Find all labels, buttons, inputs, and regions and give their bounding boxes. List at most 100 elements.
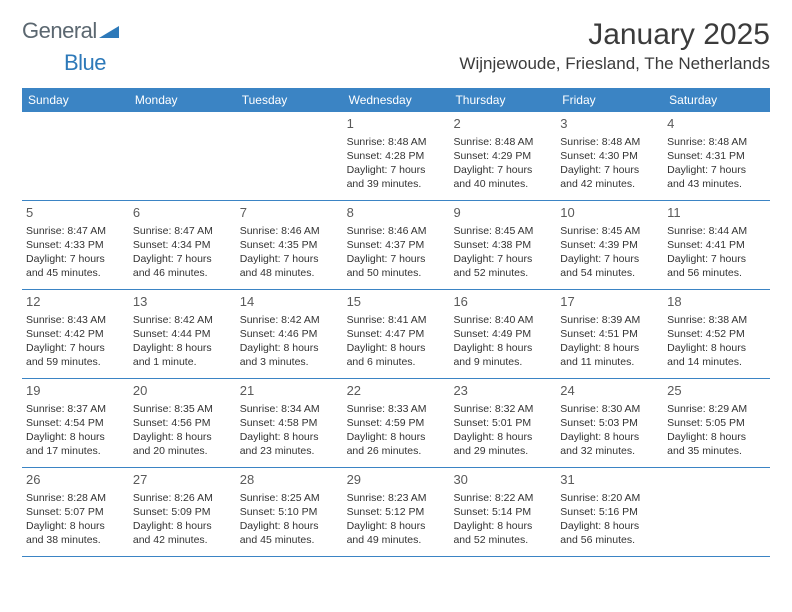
daylight-line: Daylight: 8 hours and 26 minutes. xyxy=(347,430,446,458)
calendar-cell: 28 Sunrise: 8:25 AMSunset: 5:10 PMDayligh… xyxy=(236,468,343,556)
day-number: 28 xyxy=(240,471,339,489)
daylight-line: Daylight: 8 hours and 49 minutes. xyxy=(347,519,446,547)
calendar-cell: 19Sunrise: 8:37 AMSunset: 4:54 PMDayligh… xyxy=(22,379,129,467)
sunset-line: Sunset: 4:29 PM xyxy=(453,149,552,163)
sunrise-line: Sunrise: 8:44 AM xyxy=(667,224,766,238)
calendar-cell: 20Sunrise: 8:35 AMSunset: 4:56 PMDayligh… xyxy=(129,379,236,467)
calendar-cell: 23Sunrise: 8:32 AMSunset: 5:01 PMDayligh… xyxy=(449,379,556,467)
brand-logo: General Blue xyxy=(22,18,119,76)
sunrise-line: Sunrise: 8:22 AM xyxy=(453,491,552,505)
day-number: 1 xyxy=(347,115,446,133)
day-number: 3 xyxy=(560,115,659,133)
day-number: 4 xyxy=(667,115,766,133)
day-number: 16 xyxy=(453,293,552,311)
sunset-line: Sunset: 4:42 PM xyxy=(26,327,125,341)
sunrise-line: Sunrise: 8:23 AM xyxy=(347,491,446,505)
sunrise-line: Sunrise: 8:45 AM xyxy=(560,224,659,238)
sunrise-line: Sunrise: 8:48 AM xyxy=(347,135,446,149)
day-number: 23 xyxy=(453,382,552,400)
calendar-row: 26Sunrise: 8:28 AMSunset: 5:07 PMDayligh… xyxy=(22,468,770,557)
daylight-line: Daylight: 7 hours and 42 minutes. xyxy=(560,163,659,191)
day-number: 9 xyxy=(453,204,552,222)
day-number: 26 xyxy=(26,471,125,489)
day-number: 19 xyxy=(26,382,125,400)
calendar-cell: 26Sunrise: 8:28 AMSunset: 5:07 PMDayligh… xyxy=(22,468,129,556)
sunrise-line: Sunrise: 8:32 AM xyxy=(453,402,552,416)
day-number: 2 xyxy=(453,115,552,133)
calendar-cell: 17Sunrise: 8:39 AMSunset: 4:51 PMDayligh… xyxy=(556,290,663,378)
calendar-cell: 9Sunrise: 8:45 AMSunset: 4:38 PMDaylight… xyxy=(449,201,556,289)
day-number: 5 xyxy=(26,204,125,222)
daylight-line: Daylight: 8 hours and 45 minutes. xyxy=(240,519,339,547)
calendar-cell: 11Sunrise: 8:44 AMSunset: 4:41 PMDayligh… xyxy=(663,201,770,289)
sunrise-line: Sunrise: 8:47 AM xyxy=(133,224,232,238)
calendar-row: 1Sunrise: 8:48 AMSunset: 4:28 PMDaylight… xyxy=(22,112,770,201)
daylight-line: Daylight: 7 hours and 43 minutes. xyxy=(667,163,766,191)
calendar-cell: 21Sunrise: 8:34 AMSunset: 4:58 PMDayligh… xyxy=(236,379,343,467)
brand-part2: Blue xyxy=(64,50,106,75)
weekday-header: Friday xyxy=(556,88,663,112)
calendar-cell: 22Sunrise: 8:33 AMSunset: 4:59 PMDayligh… xyxy=(343,379,450,467)
day-number: 17 xyxy=(560,293,659,311)
day-number: 30 xyxy=(453,471,552,489)
daylight-line: Daylight: 7 hours and 59 minutes. xyxy=(26,341,125,369)
sunrise-line: Sunrise: 8:33 AM xyxy=(347,402,446,416)
sunset-line: Sunset: 5:12 PM xyxy=(347,505,446,519)
calendar-cell: 1Sunrise: 8:48 AMSunset: 4:28 PMDaylight… xyxy=(343,112,450,200)
calendar-cell: 31Sunrise: 8:20 AMSunset: 5:16 PMDayligh… xyxy=(556,468,663,556)
sunset-line: Sunset: 5:03 PM xyxy=(560,416,659,430)
day-number: 31 xyxy=(560,471,659,489)
sunrise-line: Sunrise: 8:28 AM xyxy=(26,491,125,505)
calendar-cell: 2Sunrise: 8:48 AMSunset: 4:29 PMDaylight… xyxy=(449,112,556,200)
sunset-line: Sunset: 4:31 PM xyxy=(667,149,766,163)
sunrise-line: Sunrise: 8:20 AM xyxy=(560,491,659,505)
weekday-header: Tuesday xyxy=(236,88,343,112)
sunrise-line: Sunrise: 8:42 AM xyxy=(133,313,232,327)
sunrise-line: Sunrise: 8:29 AM xyxy=(667,402,766,416)
day-number: 24 xyxy=(560,382,659,400)
daylight-line: Daylight: 8 hours and 56 minutes. xyxy=(560,519,659,547)
sunset-line: Sunset: 5:14 PM xyxy=(453,505,552,519)
calendar-cell: 3Sunrise: 8:48 AMSunset: 4:30 PMDaylight… xyxy=(556,112,663,200)
calendar: SundayMondayTuesdayWednesdayThursdayFrid… xyxy=(22,88,770,557)
sunrise-line: Sunrise: 8:40 AM xyxy=(453,313,552,327)
sunset-line: Sunset: 4:33 PM xyxy=(26,238,125,252)
sunset-line: Sunset: 4:49 PM xyxy=(453,327,552,341)
calendar-cell xyxy=(22,112,129,200)
calendar-cell: 14Sunrise: 8:42 AMSunset: 4:46 PMDayligh… xyxy=(236,290,343,378)
brand-part1: General xyxy=(22,18,97,43)
sunset-line: Sunset: 4:28 PM xyxy=(347,149,446,163)
location-subtitle: Wijnjewoude, Friesland, The Netherlands xyxy=(459,54,770,74)
sunrise-line: Sunrise: 8:47 AM xyxy=(26,224,125,238)
sunrise-line: Sunrise: 8:25 AM xyxy=(240,491,339,505)
sunrise-line: Sunrise: 8:46 AM xyxy=(240,224,339,238)
daylight-line: Daylight: 8 hours and 17 minutes. xyxy=(26,430,125,458)
sunset-line: Sunset: 5:09 PM xyxy=(133,505,232,519)
daylight-line: Daylight: 8 hours and 20 minutes. xyxy=(133,430,232,458)
sunset-line: Sunset: 4:51 PM xyxy=(560,327,659,341)
title-block: January 2025 Wijnjewoude, Friesland, The… xyxy=(459,18,770,74)
calendar-row: 5Sunrise: 8:47 AMSunset: 4:33 PMDaylight… xyxy=(22,201,770,290)
calendar-cell: 4 Sunrise: 8:48 AMSunset: 4:31 PMDaylight… xyxy=(663,112,770,200)
sunset-line: Sunset: 5:10 PM xyxy=(240,505,339,519)
sunrise-line: Sunrise: 8:43 AM xyxy=(26,313,125,327)
calendar-row: 12Sunrise: 8:43 AMSunset: 4:42 PMDayligh… xyxy=(22,290,770,379)
brand-triangle-icon xyxy=(99,18,119,44)
calendar-cell: 10Sunrise: 8:45 AMSunset: 4:39 PMDayligh… xyxy=(556,201,663,289)
daylight-line: Daylight: 7 hours and 52 minutes. xyxy=(453,252,552,280)
calendar-cell: 15Sunrise: 8:41 AMSunset: 4:47 PMDayligh… xyxy=(343,290,450,378)
sunset-line: Sunset: 4:59 PM xyxy=(347,416,446,430)
sunset-line: Sunset: 4:39 PM xyxy=(560,238,659,252)
sunset-line: Sunset: 5:05 PM xyxy=(667,416,766,430)
calendar-cell: 29Sunrise: 8:23 AMSunset: 5:12 PMDayligh… xyxy=(343,468,450,556)
weekday-header: Sunday xyxy=(22,88,129,112)
daylight-line: Daylight: 8 hours and 6 minutes. xyxy=(347,341,446,369)
day-number: 7 xyxy=(240,204,339,222)
calendar-cell xyxy=(663,468,770,556)
calendar-cell: 30Sunrise: 8:22 AMSunset: 5:14 PMDayligh… xyxy=(449,468,556,556)
sunrise-line: Sunrise: 8:48 AM xyxy=(667,135,766,149)
sunrise-line: Sunrise: 8:37 AM xyxy=(26,402,125,416)
day-number: 15 xyxy=(347,293,446,311)
daylight-line: Daylight: 8 hours and 3 minutes. xyxy=(240,341,339,369)
weekday-header: Wednesday xyxy=(343,88,450,112)
